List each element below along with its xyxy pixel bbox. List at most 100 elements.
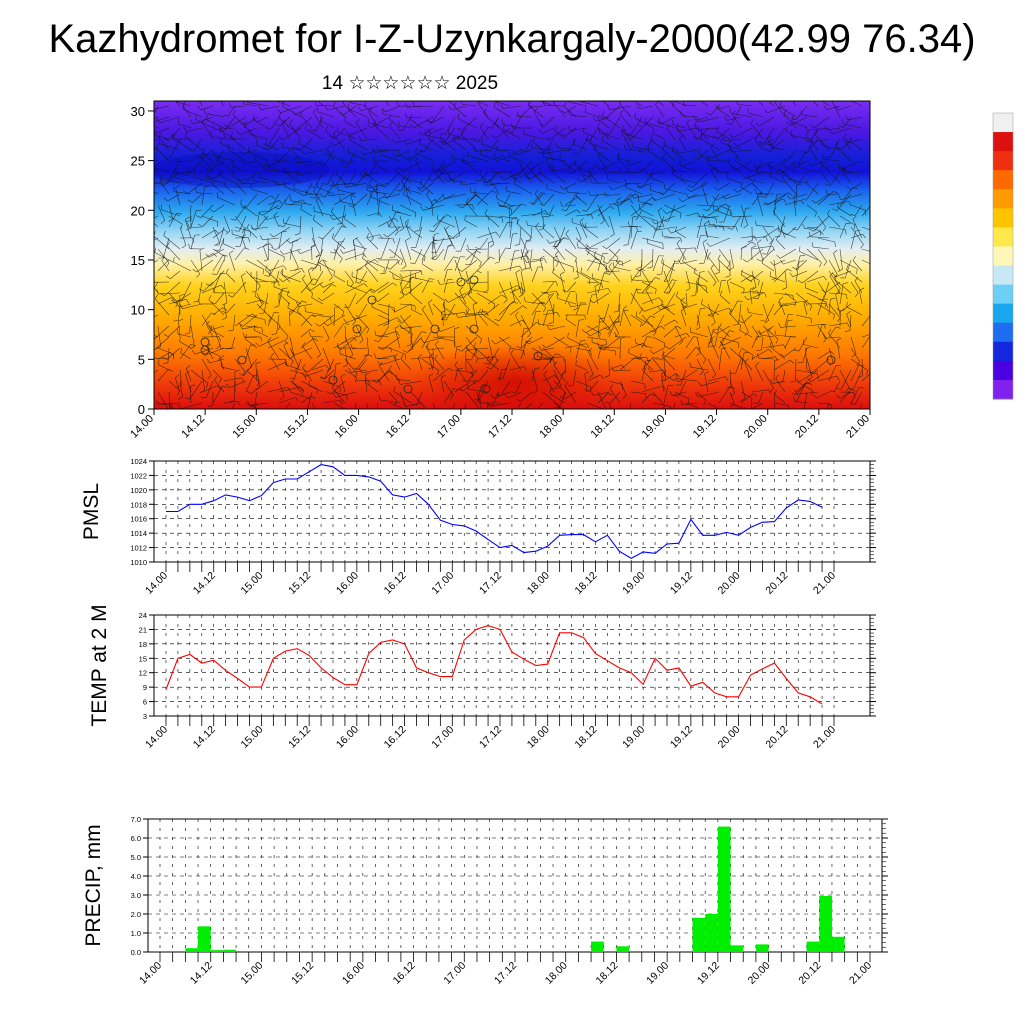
wind-barb-shaft [154, 116, 170, 122]
wind-barb-shaft [828, 322, 848, 327]
wind-barb-flag [261, 327, 264, 333]
wind-barbs [154, 88, 870, 420]
wind-barb-flag [309, 186, 315, 188]
wind-barb-flag [374, 340, 380, 343]
wind-barb-shaft [223, 243, 236, 250]
wind-barb-shaft [201, 314, 212, 331]
wind-barb-flag [756, 239, 762, 243]
wind-barb-flag [269, 243, 274, 248]
wind-barb-shaft [834, 380, 841, 392]
wind-barb-flag [659, 88, 661, 93]
wind-barb-shaft [680, 300, 687, 316]
wind-barb-shaft [658, 121, 676, 129]
wind-barb-shaft [817, 191, 834, 206]
wind-barb-flag [671, 165, 674, 171]
wind-barb-shaft [740, 290, 758, 294]
wind-barb-flag [414, 230, 420, 232]
wind-barb-flag [638, 309, 643, 314]
wind-barb-flag [523, 366, 528, 371]
wind-barb-flag [296, 306, 300, 311]
colorbar-swatch [993, 246, 1013, 267]
wind-barb-shaft [493, 391, 511, 399]
wind-barb-shaft [154, 314, 159, 317]
wind-barb-flag [787, 268, 792, 272]
wind-barb-shaft [638, 201, 654, 206]
wind-barb-shaft [583, 131, 599, 140]
wind-barb-shaft [403, 194, 423, 206]
wind-barb-flag [772, 246, 776, 251]
wind-barb-shaft [275, 182, 291, 186]
wind-barb-shaft [428, 356, 434, 371]
wind-barb-flag [173, 319, 179, 322]
wind-barb-shaft [608, 266, 621, 283]
wind-barb-shaft [552, 169, 566, 173]
wind-barb-flag [793, 193, 799, 197]
wind-barb-shaft [542, 281, 556, 283]
wind-barb-shaft [806, 275, 824, 283]
wind-barb-flag [441, 309, 446, 313]
wind-barb-flag [778, 164, 782, 170]
wind-barb-flag [175, 168, 178, 174]
wind-barb-flag [635, 311, 638, 317]
wind-barb-shaft [668, 281, 676, 294]
wind-barb-shaft [850, 387, 860, 404]
wind-barb-shaft [466, 369, 478, 383]
wind-barb-flag [585, 243, 590, 248]
wind-barb-flag [471, 372, 474, 378]
wind-barb-shaft [554, 130, 566, 140]
wind-barb-flag [372, 148, 375, 153]
wind-barb-shaft [739, 330, 753, 338]
wind-barb-flag [214, 375, 218, 381]
wind-barb-flag [164, 177, 170, 180]
wind-barb-shaft [773, 192, 788, 206]
wind-barb-shaft [502, 124, 522, 129]
wind-barb-shaft [839, 187, 854, 206]
wind-barb-shaft [570, 114, 588, 118]
wind-barb-flag [620, 336, 626, 339]
wind-barb-flag [618, 168, 622, 174]
wind-barb-shaft [395, 138, 412, 144]
wind-barb-flag [265, 127, 271, 130]
wind-barb-shaft [278, 397, 296, 404]
wind-barb-flag [589, 178, 592, 184]
wind-barb-flag [703, 209, 709, 212]
x-tick-label: 16.00 [334, 724, 361, 751]
wind-barb-flag [526, 166, 532, 170]
wind-barb-flag [553, 240, 558, 246]
wind-barb-shaft [454, 380, 472, 393]
wind-barb-shaft [186, 127, 203, 132]
wind-barb-flag [637, 150, 643, 153]
wind-barb-flag [836, 308, 841, 312]
wind-barb-flag [382, 90, 385, 94]
wind-barb-flag [363, 167, 367, 173]
wind-barb-shaft [852, 260, 863, 272]
wind-barb-flag [316, 353, 321, 358]
wind-barb-shaft [812, 246, 830, 250]
wind-barb-shaft [201, 358, 212, 375]
wind-barb-flag [501, 294, 506, 298]
wind-barb-flag [481, 419, 486, 420]
wind-barb-shaft [794, 160, 808, 168]
wind-barb-flag [437, 279, 441, 285]
wind-barb-flag [587, 167, 592, 172]
wind-barb-flag [495, 118, 499, 124]
wind-barb-shaft [479, 171, 489, 182]
wind-barb-flag [720, 337, 725, 342]
colorbar-swatch [993, 170, 1013, 190]
wind-barb-shaft [619, 103, 632, 118]
wind-barb-shaft [499, 204, 522, 207]
wind-barb-flag [292, 377, 296, 383]
wind-barb-shaft [525, 301, 544, 305]
wind-barb-flag [846, 94, 847, 99]
wind-barb-flag [407, 156, 412, 160]
wind-barb-flag [590, 350, 592, 356]
wind-barb-flag [678, 197, 683, 202]
wind-barb-flag [530, 166, 534, 172]
wind-barb-shaft [542, 248, 559, 263]
wind-barb-shaft [387, 182, 401, 199]
precip-bar [705, 914, 718, 952]
wind-barb-flag [755, 92, 758, 96]
wind-barb-shaft [299, 138, 313, 151]
wind-barb-shaft [154, 147, 159, 151]
wind-barb-flag [203, 108, 205, 114]
